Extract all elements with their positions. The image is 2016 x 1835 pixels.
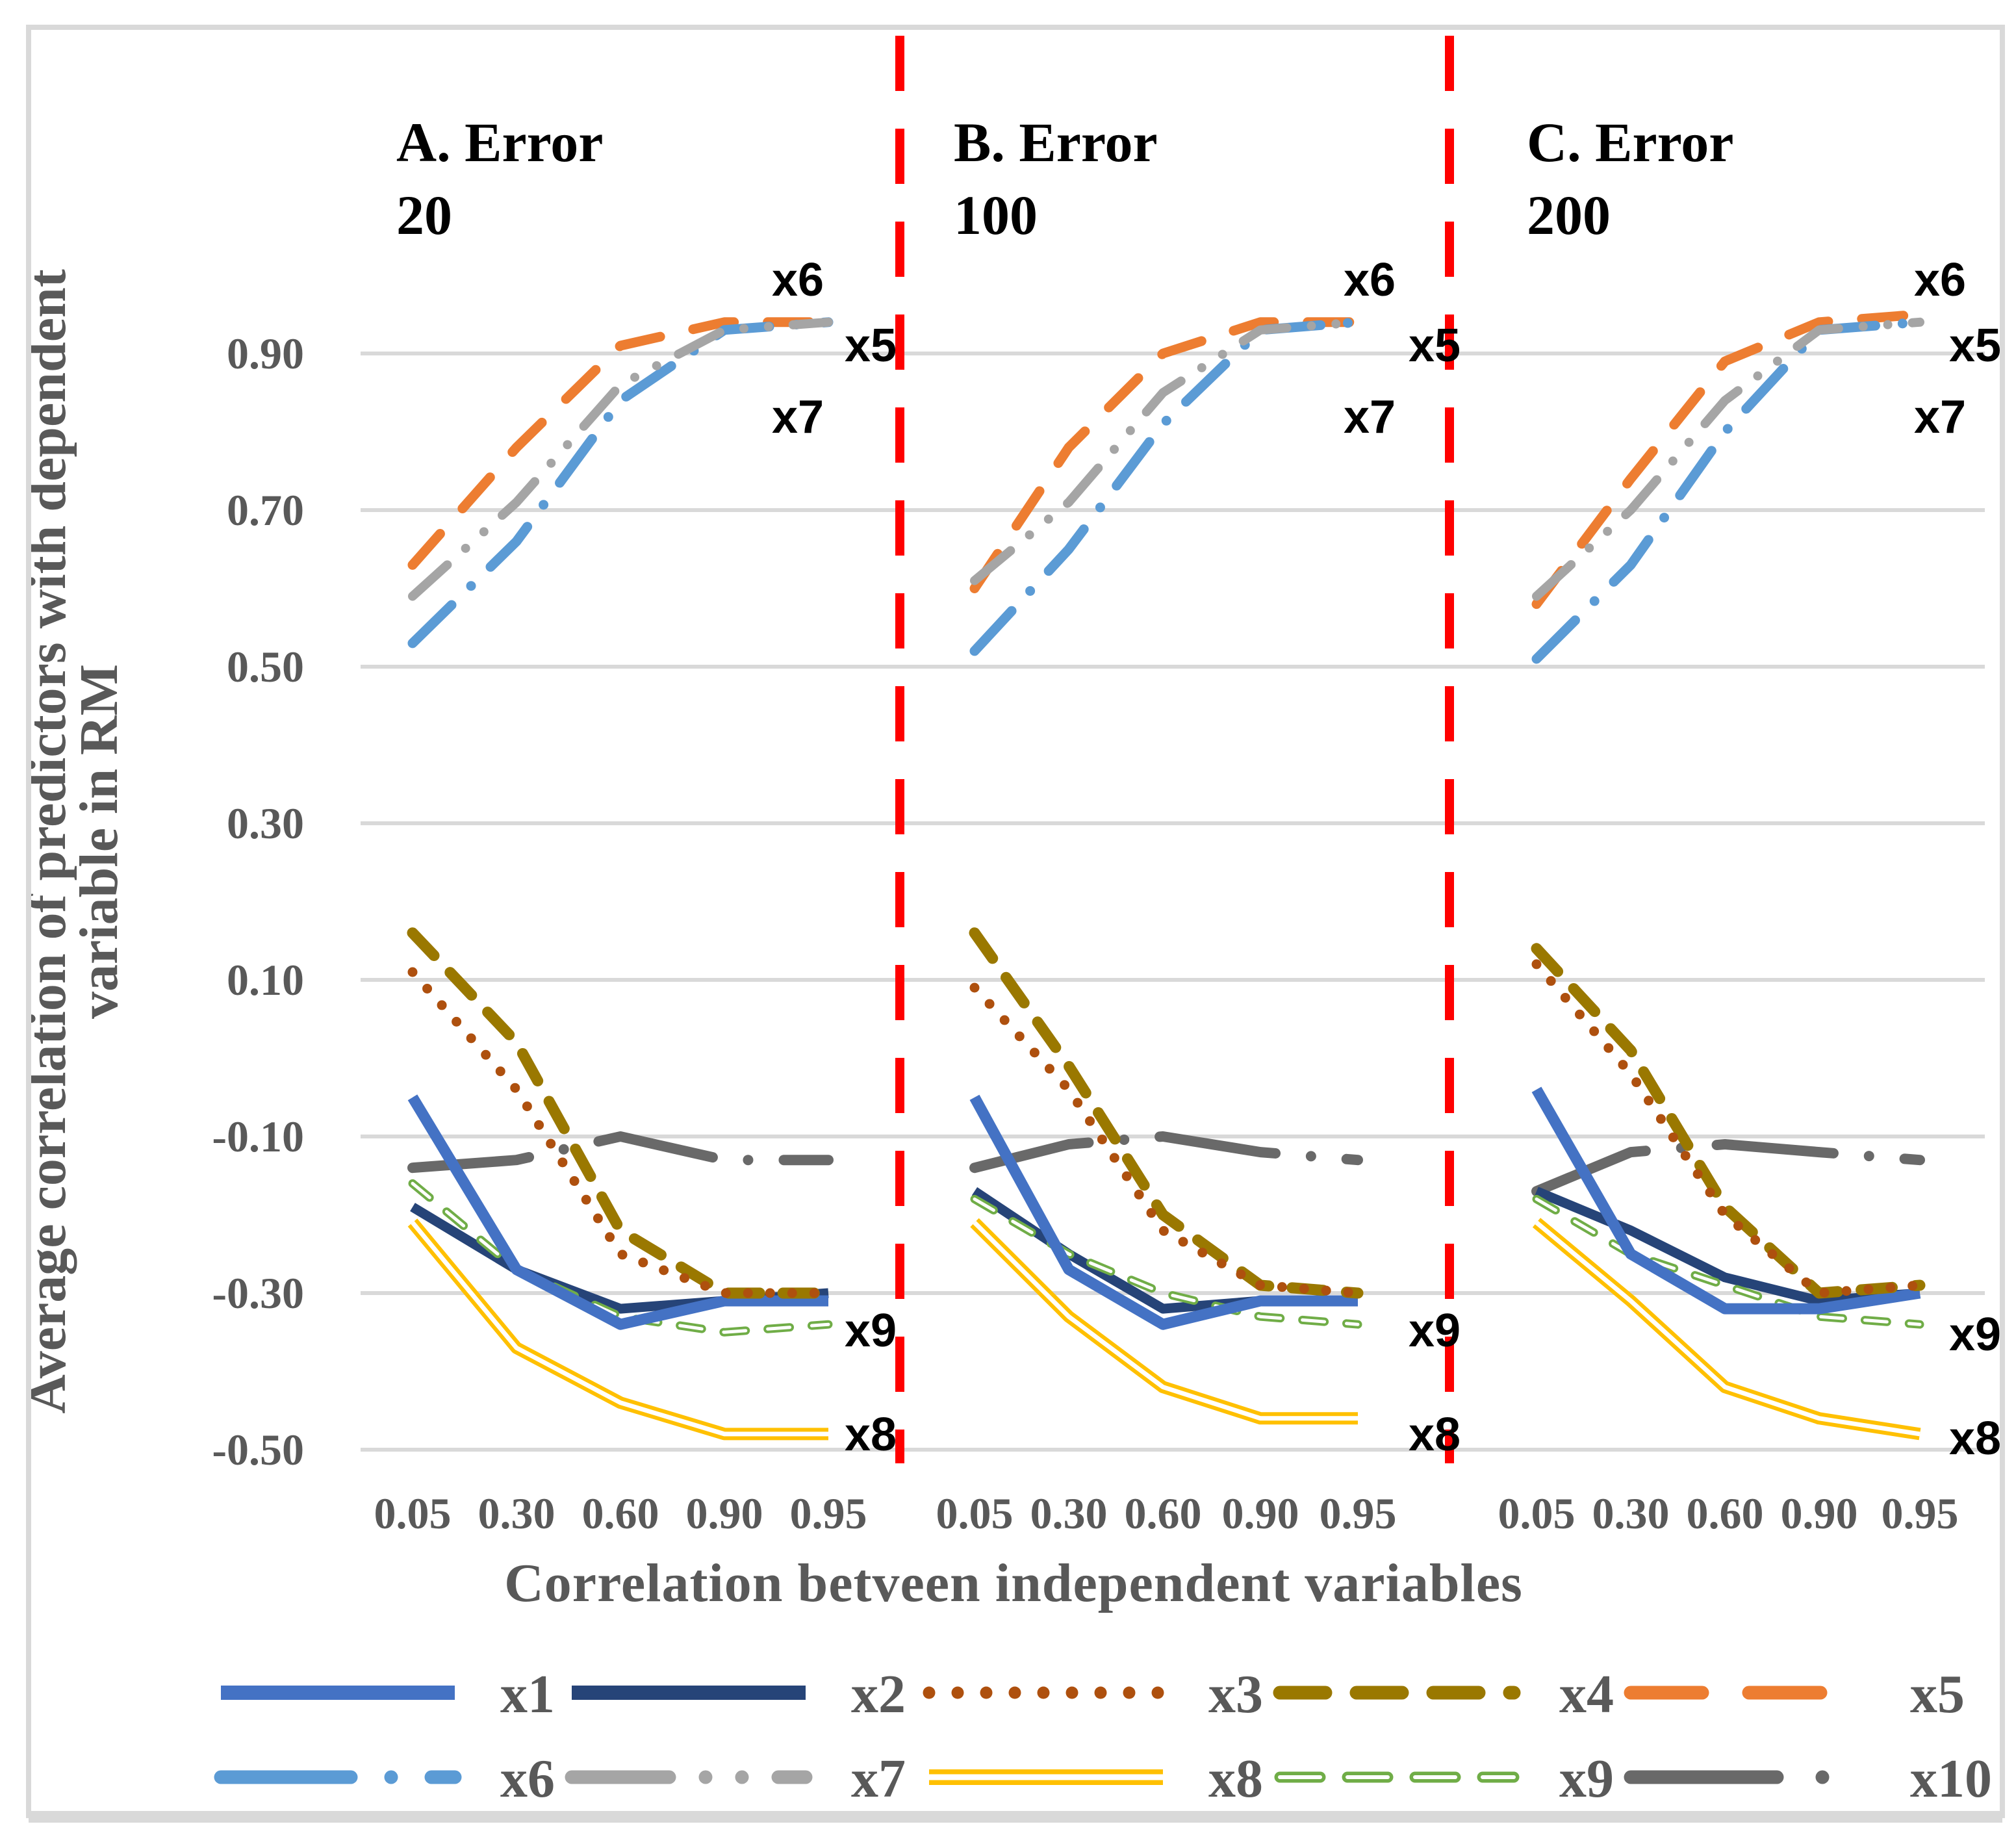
series-annotation-x8-panel-C: x8 [1949,1413,2001,1465]
series-line-x5-panel-B [969,317,1363,593]
x-tick-label-A-0.05: 0.05 [374,1489,452,1538]
series-line-x1-panel-B [969,1094,1358,1330]
y-tick-label-0.10: 0.10 [227,955,304,1005]
series-annotation-x7-panel-B: x7 [1344,391,1396,443]
legend-label-x5: x5 [1910,1664,1965,1725]
series-line-core-x9-panel-A [411,1181,830,1334]
series-line-core-x8-panel-A [411,1221,828,1437]
y-tick-label-0.90: 0.90 [227,329,304,378]
legend-label-x10: x10 [1910,1749,1992,1809]
series-annotation-x5-panel-C: x5 [1949,320,2001,372]
y-axis-title-line-2: variable in RM [69,664,129,1019]
legend-label-x2: x2 [851,1664,906,1725]
series-annotation-x7-panel-C: x7 [1914,391,1966,443]
panel-title-B: B. Error 100 [954,111,1158,246]
series-line-x10-panel-C [1531,1139,1925,1197]
series-line-x7-panel-C [1532,317,1924,601]
x-tick-label-C-0.60: 0.60 [1687,1489,1764,1538]
panel-title-C: C. Error 200 [1527,111,1733,246]
series-line-x10-panel-A [407,1131,834,1174]
y-tick-label-0.70: 0.70 [227,485,304,535]
series-annotation-x9-panel-A: x9 [845,1305,897,1357]
x-tick-label-C-0.05: 0.05 [1498,1489,1576,1538]
series-annotation-x8-panel-B: x8 [1409,1409,1461,1461]
series-line-x7-panel-A [408,317,833,601]
series-line-x5-panel-A [407,317,834,570]
x-tick-label-C-0.90: 0.90 [1781,1489,1858,1538]
series-annotation-x8-panel-A: x8 [845,1409,897,1461]
series-line-x3-panel-B [969,982,1363,1298]
x-tick-label-B-0.60: 0.60 [1125,1489,1202,1538]
series-annotation-x5-panel-A: x5 [845,320,897,372]
x-tick-label-B-0.30: 0.30 [1030,1489,1108,1538]
legend-label-x3: x3 [1208,1664,1263,1725]
series-line-x8-panel-C [1532,1218,1921,1441]
y-tick-label--0.50: -0.50 [212,1425,304,1474]
x-tick-label-C-0.30: 0.30 [1592,1489,1670,1538]
x-tick-label-A-0.90: 0.90 [686,1489,763,1538]
x-tick-label-B-0.05: 0.05 [936,1489,1014,1538]
panel-title-A: A. Error 20 [396,111,603,246]
series-line-x1-panel-C [1531,1086,1921,1315]
figure-border [26,25,2005,1818]
series-line-x7-panel-B [970,317,1362,585]
legend-label-x9: x9 [1559,1749,1614,1809]
legend-label-x4: x4 [1559,1664,1614,1725]
series-annotation-x9-panel-B: x9 [1409,1305,1461,1357]
y-tick-label--0.10: -0.10 [212,1112,304,1161]
x-tick-label-A-0.30: 0.30 [478,1489,555,1538]
x-tick-label-A-0.60: 0.60 [582,1489,659,1538]
series-annotation-x6-panel-C: x6 [1914,254,1966,306]
x-tick-label-B-0.90: 0.90 [1222,1489,1299,1538]
series-annotation-x6-panel-B: x6 [1344,254,1396,306]
series-line-x6-panel-A [407,317,834,648]
series-line-x1-panel-A [407,1094,828,1330]
series-line-core-x8-panel-B [973,1221,1358,1421]
series-line-core-x8-panel-C [1535,1220,1920,1437]
legend-label-x8: x8 [1208,1749,1263,1809]
x-tick-label-B-0.95: 0.95 [1320,1489,1397,1538]
legend-label-x6: x6 [500,1749,555,1809]
legend-label-x1: x1 [500,1664,555,1725]
series-line-x6-panel-B [969,317,1363,656]
series-line-x3-panel-A [407,967,834,1298]
y-tick-label--0.30: -0.30 [212,1268,304,1318]
series-line-x3-panel-C [1531,959,1925,1298]
series-annotation-x5-panel-B: x5 [1409,320,1461,372]
series-line-x4-panel-A [407,927,834,1299]
x-tick-label-A-0.95: 0.95 [790,1489,867,1538]
y-tick-label-0.30: 0.30 [227,799,304,848]
series-line-x4-panel-B [969,927,1364,1299]
series-annotation-x7-panel-A: x7 [772,391,824,443]
series-line-x4-panel-C [1531,943,1926,1299]
series-line-x6-panel-C [1531,317,1925,664]
series-line-x10-panel-B [969,1131,1363,1174]
legend-label-x7: x7 [851,1749,906,1809]
series-annotation-x6-panel-A: x6 [772,254,824,306]
series-line-x5-panel-C [1531,309,1925,610]
x-tick-label-C-0.95: 0.95 [1882,1489,1959,1538]
y-tick-label-0.50: 0.50 [227,642,304,691]
series-annotation-x9-panel-C: x9 [1949,1309,2001,1361]
